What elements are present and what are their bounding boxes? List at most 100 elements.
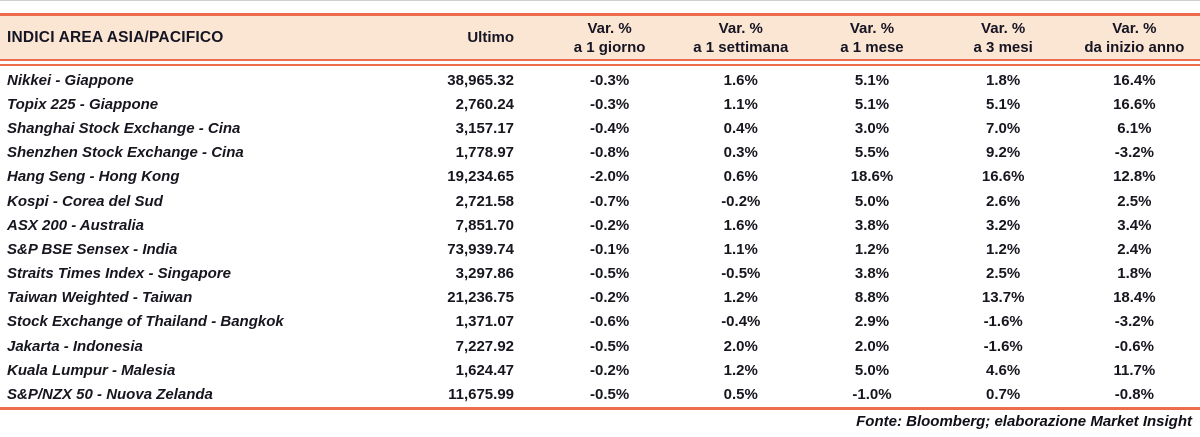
table-row: Straits Times Index - Singapore 3,297.86… — [0, 262, 1200, 286]
table-row: Topix 225 - Giappone 2,760.24 -0.3% 1.1%… — [0, 92, 1200, 116]
var-3-mesi: -1.6% — [983, 337, 1023, 355]
ultimo-value: 19,234.65 — [447, 168, 514, 186]
index-name: S&P BSE Sensex - India — [7, 240, 178, 258]
var-1-settimana: 2.0% — [723, 337, 758, 355]
table-bottom-rule — [0, 406, 1200, 410]
ultimo-value: 21,236.75 — [447, 289, 514, 307]
var-1-mese: 2.0% — [854, 337, 890, 355]
var-1-giorno: -0.3% — [590, 71, 630, 89]
var-3-mesi: 0.7% — [986, 386, 1021, 404]
var-3-mesi: 2.6% — [986, 192, 1021, 210]
var-1-settimana: 1.6% — [723, 71, 758, 89]
period-label: a 1 giorno — [573, 38, 646, 56]
table-row: Kuala Lumpur - Malesia 1,624.47 -0.2% 1.… — [0, 358, 1200, 382]
ultimo-value: 3,157.17 — [455, 119, 514, 137]
var-1-giorno: -2.0% — [590, 168, 630, 186]
var-1-giorno: -0.1% — [590, 240, 630, 258]
var-label: Var. % — [981, 19, 1026, 37]
ultimo-value: 2,721.58 — [455, 192, 514, 210]
col-header-ultimo: Ultimo — [467, 29, 514, 46]
var-3-mesi: 4.6% — [986, 361, 1021, 379]
index-name: Straits Times Index - Singapore — [7, 265, 231, 283]
var-3-mesi: 1.2% — [986, 240, 1021, 258]
var-1-settimana: 1.1% — [723, 95, 758, 113]
col-header-1-giorno: Var. % a 1 giorno — [544, 16, 675, 59]
var-1-mese: 5.1% — [854, 71, 890, 89]
var-1-giorno: -0.7% — [590, 192, 630, 210]
ultimo-value: 2,760.24 — [455, 95, 514, 113]
index-name: Topix 225 - Giappone — [7, 95, 159, 113]
source-footer: Fonte: Bloomberg; elaborazione Market In… — [0, 410, 1200, 430]
var-1-giorno: -0.4% — [590, 119, 630, 137]
var-1-mese: 5.5% — [854, 144, 890, 162]
table-row: Jakarta - Indonesia 7,227.92 -0.5% 2.0% … — [0, 334, 1200, 358]
var-1-giorno: -0.5% — [590, 337, 630, 355]
var-3-mesi: 13.7% — [981, 289, 1025, 307]
var-inizio-anno: -0.6% — [1114, 337, 1154, 355]
ultimo-value: 1,778.97 — [455, 144, 514, 162]
period-label: da inizio anno — [1084, 38, 1185, 56]
ultimo-value: 38,965.32 — [447, 71, 514, 89]
index-name: Shenzhen Stock Exchange - Cina — [7, 144, 244, 162]
table-row: Stock Exchange of Thailand - Bangkok 1,3… — [0, 310, 1200, 334]
table-row: Shenzhen Stock Exchange - Cina 1,778.97 … — [0, 141, 1200, 165]
var-3-mesi: 5.1% — [986, 95, 1021, 113]
var-3-mesi: 1.8% — [986, 71, 1021, 89]
var-1-mese: -1.0% — [852, 386, 892, 404]
var-1-settimana: 0.5% — [723, 386, 758, 404]
ultimo-value: 11,675.99 — [448, 386, 514, 404]
table-title: INDICI AREA ASIA/PACIFICO — [7, 28, 224, 46]
table-row: Nikkei - Giappone 38,965.32 -0.3% 1.6% 5… — [0, 68, 1200, 92]
index-name: Kospi - Corea del Sud — [7, 192, 163, 210]
var-3-mesi: 9.2% — [986, 144, 1021, 162]
col-header-1-mese: Var. % a 1 mese — [806, 16, 937, 59]
table-row: ASX 200 - Australia 7,851.70 -0.2% 1.6% … — [0, 213, 1200, 237]
top-spacer — [0, 1, 1200, 13]
index-name: Kuala Lumpur - Malesia — [7, 361, 176, 379]
var-inizio-anno: 16.4% — [1113, 71, 1156, 89]
var-1-giorno: -0.6% — [590, 313, 630, 331]
var-1-giorno: -0.2% — [590, 361, 630, 379]
var-1-settimana: -0.2% — [721, 192, 761, 210]
var-inizio-anno: -0.8% — [1114, 386, 1154, 404]
var-1-settimana: 0.4% — [723, 119, 758, 137]
period-label: a 3 mesi — [973, 38, 1033, 56]
var-inizio-anno: 2.4% — [1117, 240, 1152, 258]
col-header-3-mesi: Var. % a 3 mesi — [938, 16, 1069, 59]
var-1-giorno: -0.3% — [590, 95, 630, 113]
var-inizio-anno: 11.7% — [1113, 361, 1156, 379]
period-label: a 1 mese — [840, 38, 904, 56]
var-label: Var. % — [1112, 19, 1157, 37]
table-row: Shanghai Stock Exchange - Cina 3,157.17 … — [0, 116, 1200, 140]
table-row: Kospi - Corea del Sud 2,721.58 -0.7% -0.… — [0, 189, 1200, 213]
header-double-rule — [0, 64, 1200, 66]
var-1-mese: 18.6% — [850, 168, 894, 186]
ultimo-value: 1,624.47 — [455, 361, 514, 379]
var-1-settimana: 0.3% — [723, 144, 758, 162]
ultimo-value: 3,297.86 — [455, 265, 514, 283]
var-1-giorno: -0.5% — [590, 265, 630, 283]
var-1-giorno: -0.8% — [590, 144, 630, 162]
table-row: Hang Seng - Hong Kong 19,234.65 -2.0% 0.… — [0, 165, 1200, 189]
table-body: Nikkei - Giappone 38,965.32 -0.3% 1.6% 5… — [0, 68, 1200, 407]
var-1-settimana: 1.2% — [723, 289, 758, 307]
ultimo-value: 7,851.70 — [455, 216, 514, 234]
var-1-mese: 3.0% — [854, 119, 890, 137]
var-1-settimana: 0.6% — [723, 168, 758, 186]
var-inizio-anno: 12.8% — [1113, 168, 1156, 186]
var-label: Var. % — [587, 19, 632, 37]
index-name: Taiwan Weighted - Taiwan — [7, 289, 193, 307]
var-3-mesi: -1.6% — [983, 313, 1023, 331]
ultimo-value: 7,227.92 — [455, 337, 514, 355]
var-1-settimana: -0.4% — [721, 313, 761, 331]
var-1-settimana: 1.1% — [723, 240, 758, 258]
ultimo-value: 73,939.74 — [447, 240, 514, 258]
var-1-mese: 8.8% — [854, 289, 890, 307]
index-name: ASX 200 - Australia — [7, 216, 144, 234]
var-inizio-anno: 6.1% — [1117, 119, 1152, 137]
col-header-1-settimana: Var. % a 1 settimana — [675, 16, 806, 59]
table-row: S&P/NZX 50 - Nuova Zelanda 11,675.99 -0.… — [0, 382, 1200, 406]
var-1-giorno: -0.5% — [590, 386, 630, 404]
var-inizio-anno: 18.4% — [1113, 289, 1156, 307]
period-label: a 1 settimana — [693, 38, 789, 56]
